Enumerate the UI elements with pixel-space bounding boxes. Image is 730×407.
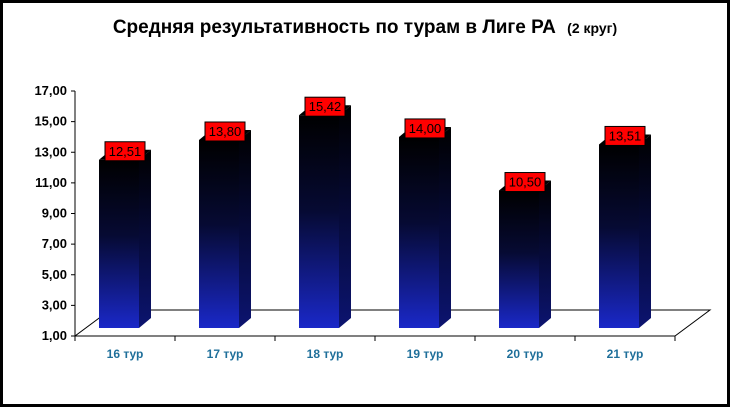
data-label-box	[204, 121, 246, 142]
bar-side	[539, 180, 551, 328]
data-label: 14,00	[409, 121, 442, 136]
bar-side	[339, 105, 351, 328]
chart-title-main: Средняя результативность по турам в Лиге…	[113, 17, 556, 38]
y-tick-label: 11,00	[35, 175, 67, 190]
bar	[399, 136, 439, 328]
data-label-box	[104, 141, 146, 162]
bar-side	[639, 134, 651, 328]
x-tick-label: 20 тур	[507, 347, 544, 361]
bar	[299, 115, 339, 328]
y-tick-label: 15,00	[34, 114, 67, 129]
x-tick-label: 17 тур	[207, 347, 244, 361]
data-label: 13,80	[209, 124, 242, 139]
data-label-box	[604, 125, 646, 146]
bar	[99, 159, 139, 328]
x-tick-label: 16 тур	[107, 347, 144, 361]
y-tick-label: 3,00	[42, 297, 67, 312]
data-label-box	[404, 118, 446, 139]
data-label: 12,51	[109, 144, 142, 159]
y-tick-label: 17,00	[34, 83, 67, 98]
data-label: 15,42	[309, 99, 342, 114]
data-label-box	[304, 96, 346, 117]
bar	[199, 140, 239, 328]
data-label: 10,50	[509, 175, 542, 190]
y-tick-label: 5,00	[42, 267, 67, 282]
x-tick-label: 18 тур	[307, 347, 344, 361]
chart-title: Средняя результативность по турам в Лиге…	[113, 17, 617, 38]
bar-side	[239, 130, 251, 328]
bar	[599, 144, 639, 328]
bar-side	[439, 126, 451, 328]
bar-side	[139, 149, 151, 328]
x-tick-label: 21 тур	[607, 347, 644, 361]
x-tick-label: 19 тур	[407, 347, 444, 361]
y-tick-label: 7,00	[42, 236, 67, 251]
chart-subtitle: (2 круг)	[567, 20, 617, 36]
data-label: 13,51	[609, 128, 642, 143]
data-label-box	[504, 172, 546, 193]
y-tick-label: 9,00	[42, 206, 67, 221]
y-tick-label: 13,00	[34, 144, 67, 159]
y-tick-label: 1,00	[42, 328, 67, 343]
bar	[499, 190, 539, 328]
